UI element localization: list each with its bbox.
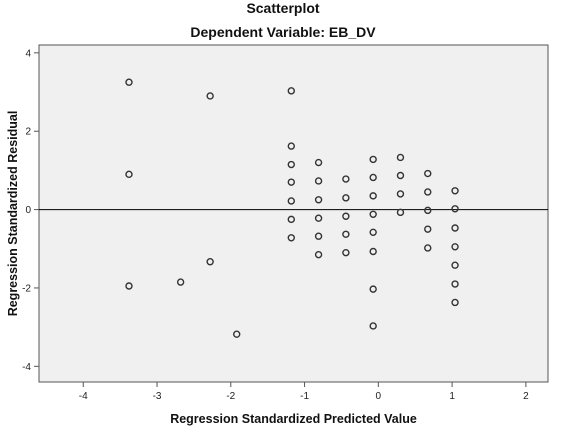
data-point	[369, 322, 377, 330]
data-point	[369, 228, 377, 237]
y-tick-label: -2	[22, 283, 31, 294]
data-point	[424, 206, 432, 215]
data-point	[314, 177, 323, 185]
data-point	[396, 208, 405, 217]
y-tick-label: -4	[22, 362, 31, 373]
y-tick-label: 2	[25, 127, 31, 138]
y-tick-label: 0	[25, 205, 31, 216]
data-point	[287, 87, 295, 95]
data-point	[424, 244, 432, 252]
chart-title: Scatterplot	[246, 0, 320, 16]
data-point	[369, 192, 377, 200]
x-tick-label: 2	[523, 391, 529, 402]
data-point	[396, 153, 405, 162]
data-point	[314, 196, 323, 204]
data-point	[369, 155, 377, 164]
x-tick-label: 0	[376, 391, 382, 402]
y-tick-label: 4	[25, 48, 31, 59]
data-point	[369, 247, 377, 256]
x-tick-label: -1	[300, 391, 309, 402]
data-point	[424, 188, 432, 196]
data-point	[342, 194, 350, 202]
data-point	[314, 250, 323, 259]
data-point	[369, 210, 377, 218]
data-point	[451, 298, 459, 307]
data-point	[369, 285, 377, 293]
data-point	[314, 232, 323, 240]
x-axis-title: Regression Standardized Predicted Value	[170, 412, 417, 426]
data-point	[451, 187, 459, 195]
data-point	[287, 215, 295, 224]
x-tick-label: -4	[79, 391, 88, 402]
data-point	[396, 190, 405, 198]
data-point	[125, 282, 133, 290]
data-points	[125, 78, 459, 338]
data-point	[451, 261, 459, 269]
data-point	[206, 92, 214, 100]
data-point	[424, 225, 432, 233]
data-point	[451, 205, 459, 213]
data-point	[287, 142, 295, 150]
data-point	[396, 171, 405, 180]
data-point	[287, 234, 295, 242]
data-point	[342, 212, 350, 220]
x-tick-label: 1	[449, 391, 455, 402]
data-point	[125, 78, 133, 86]
data-point	[342, 248, 350, 257]
data-point	[232, 330, 241, 338]
data-point	[342, 230, 350, 238]
data-point	[424, 169, 432, 178]
chart-subtitle: Dependent Variable: EB_DV	[190, 24, 376, 40]
plot-area	[38, 44, 549, 383]
data-point	[314, 158, 323, 167]
data-point	[451, 280, 459, 288]
data-point	[342, 175, 350, 183]
data-point	[176, 278, 185, 286]
data-point	[125, 170, 133, 179]
data-point	[287, 197, 295, 205]
x-tick-label: -2	[226, 391, 235, 402]
data-point	[369, 173, 377, 182]
axis-ticks: -4 -3 -2 -1 0 1 2 -4 -2 0 2 4	[22, 48, 529, 402]
data-point	[206, 257, 214, 266]
data-point	[287, 160, 295, 169]
x-tick-label: -3	[153, 391, 162, 402]
data-point	[287, 178, 295, 186]
data-point	[451, 224, 459, 232]
data-point	[451, 243, 459, 251]
data-point	[314, 214, 323, 222]
y-axis-title: Regression Standardized Residual	[6, 111, 20, 317]
